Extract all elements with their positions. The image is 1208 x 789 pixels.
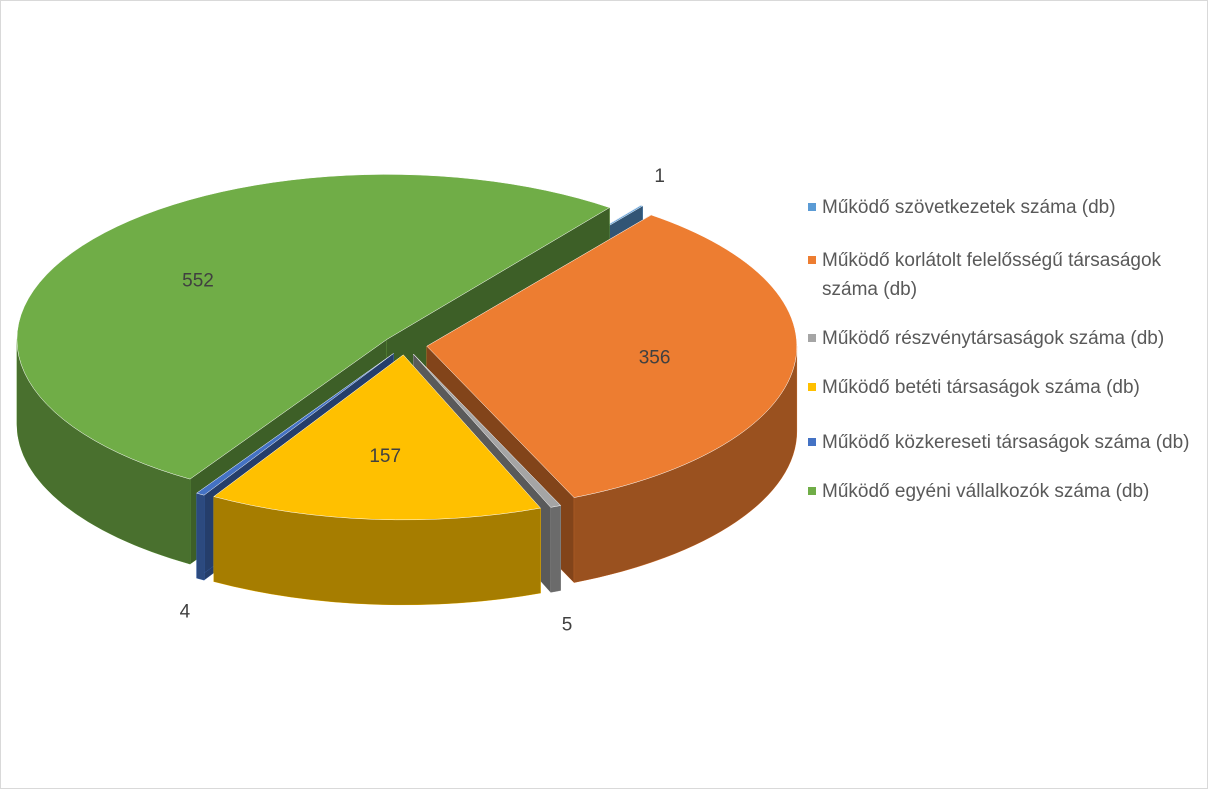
slice (196, 353, 394, 496)
legend-label: Működő közkereseti társaságok száma (db) (822, 432, 1190, 453)
legend-label: Működő részvénytársaságok száma (db) (822, 328, 1165, 349)
legend-swatch (808, 383, 816, 391)
data-label: 356 (639, 348, 671, 369)
legend-label: Működő betéti társaságok száma (db) (822, 377, 1140, 398)
legend-item: Működő közkereseti társaságok száma (db) (808, 428, 1198, 457)
data-label: 1 (654, 166, 665, 187)
slice (413, 353, 562, 508)
slice (426, 214, 798, 498)
legend-swatch (808, 487, 816, 495)
legend-label: Működő szövetkezetek száma (db) (822, 197, 1116, 218)
legend-label: Működő egyéni vállalkozók száma (db) (822, 481, 1150, 502)
legend-item: Működő részvénytársaságok száma (db) (808, 324, 1198, 353)
legend-item: Működő szövetkezetek száma (db) (808, 193, 1198, 222)
legend-swatch (808, 256, 816, 264)
legend-swatch (808, 334, 816, 342)
legend-swatch (808, 203, 816, 211)
data-label: 5 (562, 615, 573, 636)
slice-side-shade (196, 493, 205, 581)
legend-item: Működő betéti társaságok száma (db) (808, 373, 1198, 402)
slice (213, 354, 541, 521)
slice (16, 174, 611, 480)
legend-label: Működő korlátolt felelősségű társaságok … (822, 250, 1162, 300)
data-label: 552 (182, 270, 214, 291)
legend-item: Működő korlátolt felelősségű társaságok … (808, 246, 1198, 304)
legend-swatch (808, 438, 816, 446)
data-label: 157 (369, 446, 401, 467)
legend: Működő szövetkezetek száma (db) Működő ko… (808, 193, 1198, 506)
slice-side-shade (213, 496, 541, 605)
data-label: 4 (180, 601, 191, 622)
legend-item: Működő egyéni vállalkozók száma (db) (808, 477, 1198, 506)
slice-side-shade (550, 505, 561, 593)
slice-side-shade (16, 339, 191, 565)
